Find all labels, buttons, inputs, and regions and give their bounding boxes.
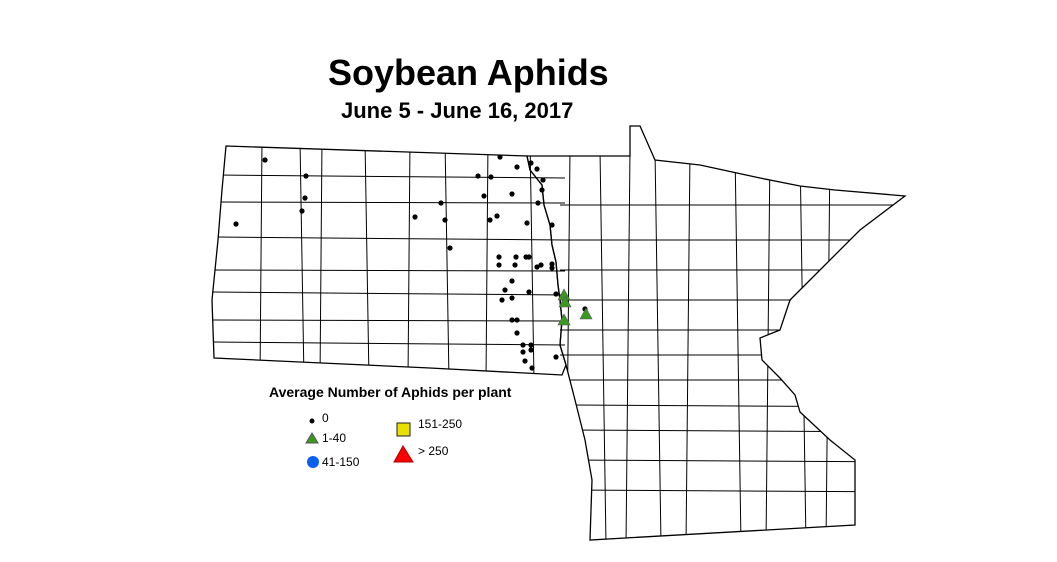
sample-site-0: [528, 160, 534, 166]
sample-site-0: [303, 173, 309, 179]
map-subtitle: June 5 - June 16, 2017: [341, 98, 574, 123]
sample-site-0: [496, 254, 502, 260]
sample-site-0: [535, 200, 541, 206]
sample-site-0: [549, 265, 555, 271]
sample-site-0: [520, 349, 526, 355]
sample-site-0: [262, 157, 268, 163]
sample-site-0: [514, 317, 520, 323]
county-boundary: [485, 139, 489, 381]
county-boundary: [212, 174, 566, 179]
sample-site-0: [514, 330, 520, 336]
county-boundary: [734, 149, 742, 540]
county-boundary: [625, 149, 631, 540]
county-boundary: [319, 139, 323, 381]
sample-site-0: [494, 213, 500, 219]
sample-site-0: [299, 208, 305, 214]
county-boundary: [685, 149, 691, 540]
sample-site-0: [513, 254, 519, 260]
legend-label-151-250: 151-250: [418, 417, 463, 431]
county-boundary: [364, 139, 370, 381]
sample-site-0: [540, 177, 546, 183]
sample-site-0: [499, 297, 505, 303]
sample-site-0: [526, 254, 532, 260]
county-boundary: [407, 139, 411, 381]
sample-site-0: [442, 217, 448, 223]
legend-square-icon: [396, 422, 411, 437]
sample-site-1-40: [558, 295, 572, 308]
sample-site-0: [487, 217, 493, 223]
county-boundary: [212, 291, 566, 296]
sample-site-0: [526, 289, 532, 295]
county-boundary: [444, 139, 450, 381]
county-boundary: [559, 459, 905, 463]
sample-site-0: [512, 262, 518, 268]
sample-site-0: [481, 193, 487, 199]
sample-site-0: [302, 195, 308, 201]
sample-site-0: [496, 262, 502, 268]
legend-title: Average Number of Aphids per plant: [269, 384, 512, 400]
sample-site-0: [412, 214, 418, 220]
minnesota-outline: [526, 125, 907, 541]
sample-site-0: [509, 295, 515, 301]
county-boundary: [529, 139, 535, 381]
sample-site-0: [553, 291, 559, 297]
county-boundary: [654, 149, 662, 540]
sample-site-0: [438, 200, 444, 206]
county-boundary: [212, 269, 566, 272]
legend-circle-icon: [307, 456, 319, 468]
legend-triangle-icon: [305, 432, 319, 444]
sample-site-0: [524, 220, 530, 226]
sample-site-0: [514, 164, 520, 170]
county-boundary: [212, 236, 566, 241]
sample-site-0: [528, 347, 534, 353]
county-boundary: [212, 201, 566, 204]
county-boundary: [259, 139, 263, 381]
sample-site-0: [447, 245, 453, 251]
sample-site-0: [475, 173, 481, 179]
sample-site-0: [509, 317, 515, 323]
sample-site-0: [553, 354, 559, 360]
sample-site-0: [497, 154, 503, 160]
sample-site-0: [488, 174, 494, 180]
sample-site-0: [522, 358, 528, 364]
sample-site-0: [549, 222, 555, 228]
sample-site-0: [529, 365, 535, 371]
sample-site-0: [534, 264, 540, 270]
legend-label-over-250: > 250: [418, 444, 449, 458]
legend-label-1-40: 1-40: [322, 431, 347, 445]
county-boundary: [212, 319, 566, 322]
county-boundary: [559, 489, 905, 493]
sample-site-0: [538, 262, 544, 268]
sample-site-0: [233, 221, 239, 227]
legend-label-41-150: 41-150: [322, 455, 360, 469]
legend-large-triangle-icon: [393, 445, 414, 463]
sample-site-0: [534, 166, 540, 172]
county-boundary: [212, 341, 566, 346]
legend-dot-icon: [309, 418, 315, 424]
legend-label-0: 0: [322, 411, 329, 425]
sample-site-0: [520, 342, 526, 348]
county-boundary: [599, 149, 607, 540]
sample-site-0: [509, 191, 515, 197]
sample-site-0: [502, 287, 508, 293]
sample-site-0: [528, 342, 534, 348]
sample-site-1-40: [579, 307, 593, 320]
sample-site-0: [549, 261, 555, 267]
sample-site-0: [539, 187, 545, 193]
map-title: Soybean Aphids: [328, 52, 609, 93]
sample-site-0: [509, 278, 515, 284]
county-boundary: [299, 139, 305, 381]
sample-site-1-40: [557, 313, 571, 326]
